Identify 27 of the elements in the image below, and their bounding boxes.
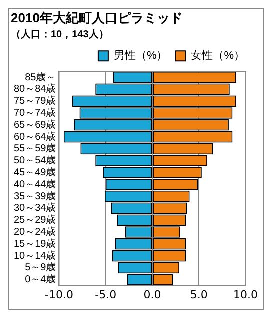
y-tick-label: 75～79歳 bbox=[14, 95, 56, 108]
y-tick-label: 50～54歳 bbox=[14, 154, 56, 167]
chart-subtitle: （人口：10，143人） bbox=[11, 28, 109, 40]
y-tick-label: 60～64歳 bbox=[14, 130, 56, 143]
y-tick-label: 85歳～ bbox=[25, 71, 56, 84]
y-tick-label: 35～39歳 bbox=[14, 190, 56, 202]
legend-label: 男性（%） bbox=[114, 50, 168, 62]
y-tick-label: 70～74歳 bbox=[14, 107, 56, 119]
y-tick-label: 55～59歳 bbox=[14, 142, 56, 155]
x-tick-label: -5.0 bbox=[95, 288, 117, 302]
y-tick-label: 0～4歳 bbox=[25, 274, 56, 286]
x-tick-label: -10.0 bbox=[45, 288, 74, 302]
y-tick-label: 45～49歳 bbox=[14, 166, 56, 178]
y-tick-label: 40～44歳 bbox=[14, 178, 56, 190]
y-tick-label: 30～34歳 bbox=[14, 202, 56, 214]
y-tick-label: 5～9歳 bbox=[25, 262, 56, 274]
x-tick-label: 0.0 bbox=[144, 288, 162, 302]
x-tick-label: 10.0 bbox=[234, 288, 258, 302]
chart-title: 2010年大紀町人口ピラミッド bbox=[11, 10, 183, 26]
y-tick-label: 80～84歳 bbox=[14, 83, 56, 96]
y-tick-label: 10～14歳 bbox=[14, 250, 56, 262]
legend-label: 女性（%） bbox=[191, 50, 245, 62]
x-tick-label: 5.0 bbox=[190, 288, 208, 302]
y-tick-label: 20～24歳 bbox=[14, 226, 56, 238]
y-tick-label: 65～69歳 bbox=[14, 118, 56, 131]
y-tick-label: 15～19歳 bbox=[14, 238, 56, 250]
y-tick-label: 25～29歳 bbox=[14, 214, 56, 226]
